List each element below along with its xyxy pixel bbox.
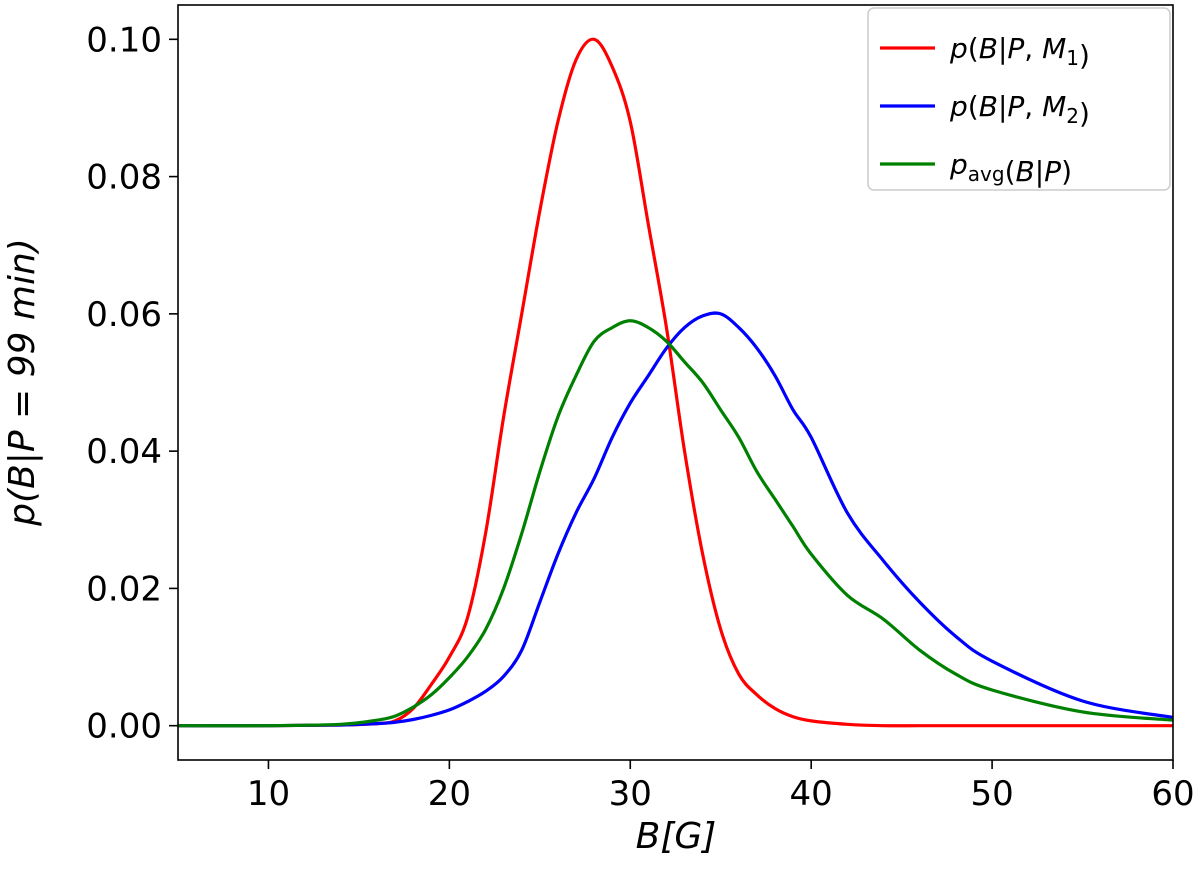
series-line-3 xyxy=(177,319,1174,728)
x-tick-label: 10 xyxy=(247,774,290,814)
y-tick-label: 0.10 xyxy=(86,20,162,60)
y-tick-label: 0.08 xyxy=(86,158,162,198)
x-tick-label: 20 xyxy=(428,774,471,814)
series-lines xyxy=(177,37,1174,728)
legend: p(B|P, M1) p(B|P, M2) pavg(B|P) xyxy=(867,7,1171,191)
x-axis: 10 20 30 40 50 60 xyxy=(247,760,1195,814)
y-tick-label: 0.00 xyxy=(86,707,162,747)
legend-label: p(B|P, M1) xyxy=(949,32,1090,72)
series-line-1 xyxy=(177,37,1173,728)
x-tick-label: 30 xyxy=(609,774,652,814)
plot-frame xyxy=(177,4,1174,761)
x-tick-label: 40 xyxy=(790,774,833,814)
y-tick-label: 0.02 xyxy=(86,569,162,609)
series-line-2 xyxy=(177,311,1174,728)
y-axis-label: p(B|P = 99 min) xyxy=(2,238,43,527)
x-tick-label: 50 xyxy=(970,774,1013,814)
y-tick-label: 0.04 xyxy=(86,432,162,472)
legend-box xyxy=(867,7,1171,191)
x-tick-label: 60 xyxy=(1151,774,1194,814)
legend-label: p(B|P, M2) xyxy=(949,90,1090,130)
legend-label: pavg(B|P) xyxy=(949,148,1072,188)
y-tick-label: 0.06 xyxy=(86,295,162,335)
x-axis-label: B[G] xyxy=(636,816,717,857)
y-axis: 0.00 0.02 0.04 0.06 0.08 0.10 xyxy=(86,20,178,747)
